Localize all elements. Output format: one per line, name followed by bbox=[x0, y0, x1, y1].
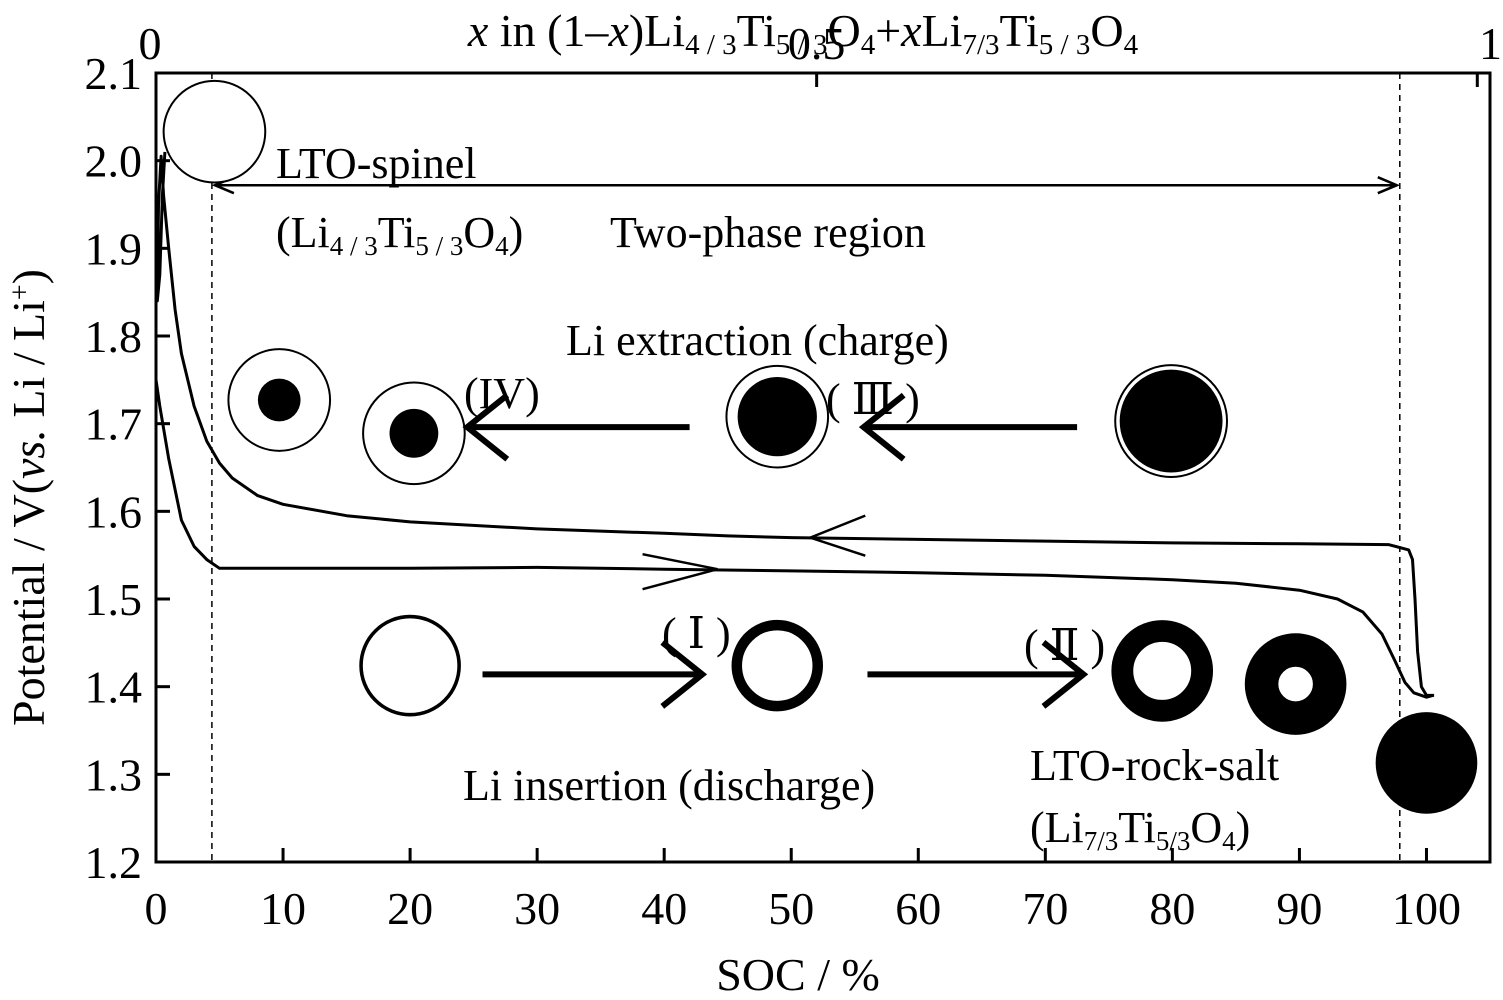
two-phase-label: Two-phase region bbox=[610, 208, 926, 257]
stage-3-label: ( Ⅲ ) bbox=[826, 375, 920, 424]
two-phase-arrowhead-right bbox=[1377, 176, 1401, 195]
chart-text: SOC / % Potential / V(vs. Li / Li+) x in (… bbox=[3, 5, 1279, 1000]
top-axis-title: x in (1–x)Li4 / 3Ti5 / 3O4+xLi7/3Ti5 / 3… bbox=[467, 5, 1139, 61]
process-arrow-head bbox=[660, 640, 708, 709]
particle-ring bbox=[1244, 633, 1347, 735]
y-tick-label: 1.9 bbox=[85, 223, 143, 274]
x-tick-label: 80 bbox=[1149, 883, 1195, 934]
particle-shell bbox=[162, 79, 267, 184]
process-arrows bbox=[462, 392, 1089, 709]
axis-ticks: 0 10 20 30 40 50 60 70 80 90 1001.21.31.41.51.61.7… bbox=[85, 18, 1503, 934]
y-tick-label: 1.7 bbox=[85, 399, 143, 450]
top-tick-label: 0.5 bbox=[788, 18, 846, 69]
y-axis-title: Potential / V(vs. Li / Li+) bbox=[3, 269, 54, 726]
particle-core bbox=[737, 377, 817, 457]
particle-core bbox=[257, 378, 301, 422]
x-tick-label: 70 bbox=[1022, 883, 1068, 934]
particle-ring bbox=[359, 614, 461, 717]
particle-ring bbox=[731, 619, 824, 712]
particle-core bbox=[1119, 369, 1223, 473]
y-tick-label: 1.3 bbox=[85, 749, 143, 800]
voltage-curves bbox=[154, 151, 1435, 699]
top-tick-label: 1 bbox=[1479, 18, 1502, 69]
x-tick-label: 0 bbox=[145, 883, 168, 934]
insertion-label: Li insertion (discharge) bbox=[463, 761, 875, 810]
particle-schematics bbox=[162, 79, 1478, 814]
discharge-direction-marker bbox=[642, 552, 718, 591]
x-tick-label: 30 bbox=[514, 883, 560, 934]
charge-curve bbox=[155, 151, 1435, 697]
x-axis-title: SOC / % bbox=[716, 949, 880, 1000]
y-tick-label: 2.0 bbox=[85, 136, 143, 187]
x-tick-label: 100 bbox=[1392, 883, 1461, 934]
top-tick-label: 0 bbox=[139, 18, 162, 69]
lto-rocksalt-label: LTO-rock-salt bbox=[1030, 741, 1279, 790]
particle-ring bbox=[1111, 620, 1214, 722]
lto-spinel-label: LTO-spinel bbox=[276, 139, 476, 188]
stage-1-label: ( Ⅰ ) bbox=[662, 609, 731, 658]
process-arrow-head bbox=[1041, 640, 1089, 709]
x-tick-label: 40 bbox=[641, 883, 687, 934]
process-arrow-head bbox=[858, 392, 906, 462]
y-tick-label: 1.5 bbox=[85, 574, 143, 625]
plot-frame bbox=[154, 71, 1492, 864]
discharge-curve bbox=[154, 379, 1434, 699]
particle-core bbox=[389, 408, 439, 458]
y-tick-label: 1.6 bbox=[85, 486, 143, 537]
y-tick-label: 1.2 bbox=[85, 837, 143, 888]
y-tick-label: 2.1 bbox=[85, 48, 143, 99]
stage-2-label: ( Ⅱ ) bbox=[1024, 621, 1105, 670]
particle-solid bbox=[1375, 712, 1478, 814]
lto-rocksalt-formula: (Li7/3Ti5/3O4) bbox=[1030, 803, 1250, 856]
y-tick-label: 1.4 bbox=[85, 662, 143, 713]
x-tick-label: 60 bbox=[895, 883, 941, 934]
charge-direction-marker bbox=[806, 514, 866, 557]
x-tick-label: 90 bbox=[1276, 883, 1322, 934]
x-tick-label: 20 bbox=[387, 883, 433, 934]
y-tick-label: 1.8 bbox=[85, 311, 143, 362]
x-tick-label: 50 bbox=[768, 883, 814, 934]
lto-spinel-formula: (Li4 / 3Ti5 / 3O4) bbox=[276, 208, 523, 261]
plot-border bbox=[154, 71, 1492, 864]
process-arrow-head bbox=[462, 392, 510, 462]
stage-4-label: (IV) bbox=[464, 369, 540, 418]
extraction-label: Li extraction (charge) bbox=[566, 316, 949, 365]
x-tick-label: 10 bbox=[260, 883, 306, 934]
